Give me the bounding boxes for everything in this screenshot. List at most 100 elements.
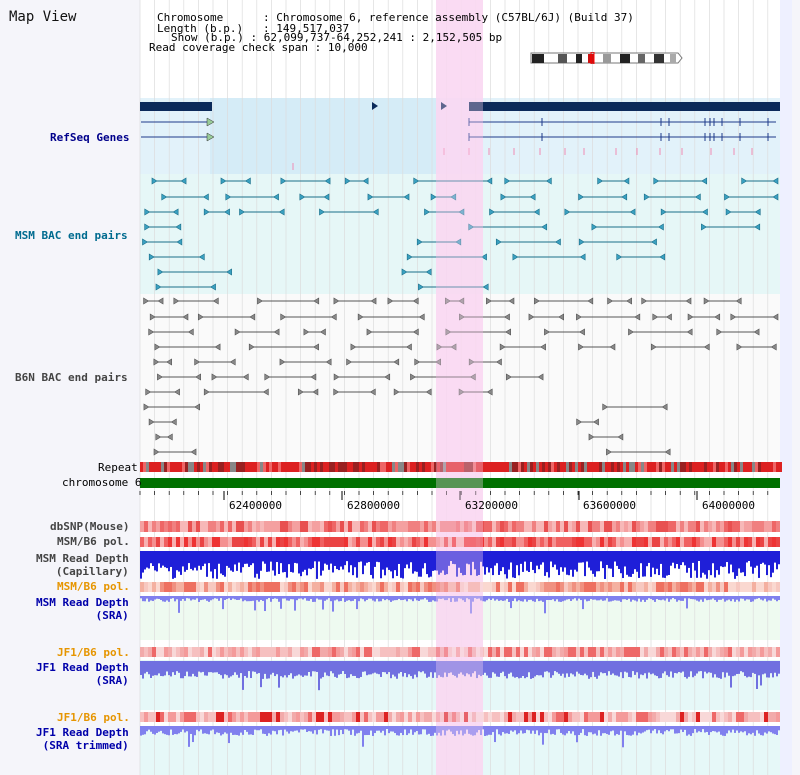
depth-bar: [396, 726, 398, 736]
depth-bar: [336, 661, 338, 678]
depth-bar: [480, 661, 482, 677]
heat-cell: [168, 647, 172, 657]
depth-bar: [170, 726, 172, 730]
depth-bar: [426, 661, 428, 678]
repeat-segment: [596, 462, 599, 472]
b6n-bac-pair-end: [576, 418, 583, 426]
b6n-bac-pair-end: [544, 328, 550, 336]
heat-cell: [432, 537, 436, 547]
depth-bar: [142, 596, 144, 602]
depth-bar: [250, 596, 252, 602]
heat-cell: [504, 521, 508, 532]
depth-bar: [276, 661, 278, 675]
track-label-b6n-bac[interactable]: B6N BAC end pairs: [15, 371, 128, 384]
depth-bar: [252, 596, 254, 601]
depth-bar: [758, 726, 760, 734]
heat-cell: [252, 712, 256, 722]
repeat-segment: [677, 462, 680, 472]
heat-cell: [692, 521, 696, 532]
heat-cell: [684, 647, 688, 657]
depth-bar: [656, 551, 658, 569]
depth-bar: [580, 596, 582, 601]
heat-cell: [612, 521, 616, 532]
depth-bar: [664, 661, 666, 672]
depth-bar: [644, 551, 646, 577]
heat-cell: [624, 521, 628, 532]
heat-cell: [288, 647, 292, 657]
heat-cell: [728, 537, 732, 547]
depth-bar: [556, 726, 558, 730]
repeat-segment: [575, 462, 578, 472]
heat-cell: [680, 537, 684, 547]
depth-bar: [460, 551, 462, 573]
depth-bar: [152, 661, 154, 676]
depth-bar: [728, 661, 730, 676]
depth-bar: [466, 551, 468, 564]
heat-cell: [296, 521, 300, 532]
depth-bar: [230, 661, 232, 677]
depth-bar: [474, 726, 476, 736]
depth-bar: [736, 726, 738, 731]
b6n-bac-pair-end: [486, 388, 493, 396]
heat-cell: [552, 647, 556, 657]
depth-bar: [690, 661, 692, 672]
heat-cell: [304, 537, 308, 547]
heat-cell: [432, 521, 436, 532]
depth-bar: [636, 726, 638, 736]
heat-cell: [680, 582, 684, 592]
heat-cell: [536, 712, 540, 722]
heat-cell: [692, 712, 696, 722]
depth-bar: [610, 596, 612, 602]
repeat-segment: [434, 462, 437, 472]
heat-cell: [536, 537, 540, 547]
heat-cell: [424, 647, 428, 657]
repeat-segment: [746, 462, 749, 472]
heat-cell: [632, 582, 636, 592]
b6n-bac-pair-end: [628, 328, 635, 336]
heat-cell: [356, 537, 360, 547]
depth-bar: [578, 726, 580, 735]
repeat-segment: [203, 462, 206, 472]
depth-bar: [476, 551, 478, 576]
depth-bar: [430, 661, 432, 673]
depth-bar: [346, 596, 348, 601]
depth-bar: [624, 726, 626, 732]
repeat-segment: [209, 462, 212, 472]
depth-bar: [738, 596, 740, 602]
depth-bar: [194, 596, 196, 600]
track-label-msm-bac[interactable]: MSM BAC end pairs: [15, 229, 128, 242]
b6n-bac-pair-end: [499, 343, 506, 351]
depth-bar: [464, 726, 466, 734]
heat-cell: [440, 582, 444, 592]
depth-bar: [368, 596, 370, 599]
heat-cell: [308, 582, 312, 592]
depth-bar: [284, 551, 286, 572]
heat-cell: [284, 582, 288, 592]
msm-bac-pair-end: [495, 238, 502, 246]
heat-cell: [368, 712, 372, 722]
b6n-bac-pair-end: [333, 388, 340, 396]
heat-cell: [516, 647, 520, 657]
depth-bar: [194, 726, 196, 736]
depth-bar: [704, 596, 706, 599]
heat-cell: [160, 582, 164, 592]
gene-block: [140, 102, 212, 111]
depth-bar: [728, 596, 730, 600]
heat-cell: [368, 647, 372, 657]
depth-bar: [684, 726, 686, 730]
depth-bar: [218, 551, 220, 564]
heat-cell: [556, 582, 560, 592]
depth-bar: [432, 551, 434, 571]
heat-cell: [404, 582, 408, 592]
chromosome-ideogram[interactable]: [528, 52, 684, 64]
depth-bar: [350, 661, 352, 675]
heat-cell: [640, 712, 644, 722]
depth-bar: [392, 596, 394, 601]
page-title: Map View: [9, 9, 77, 25]
depth-bar: [530, 661, 532, 679]
depth-bar: [742, 551, 744, 573]
track-label-refseq[interactable]: RefSeq Genes: [50, 131, 130, 144]
b6n-bac-pair-end: [665, 313, 672, 321]
depth-bar: [576, 596, 578, 601]
